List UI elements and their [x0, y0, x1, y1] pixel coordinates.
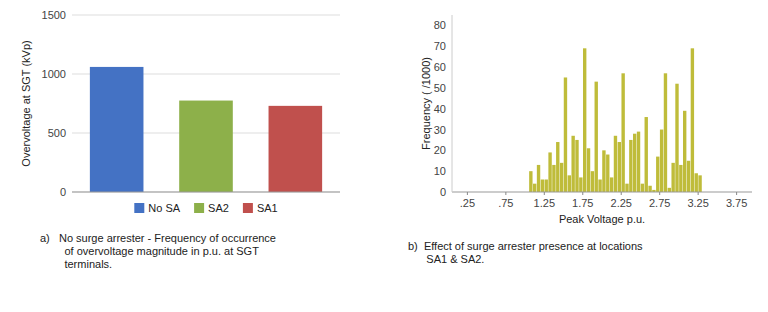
- histogram-bar: [587, 148, 590, 192]
- caption: a) No surge arrester - Frequency of occu…: [40, 232, 276, 270]
- marks: [529, 48, 702, 192]
- y-tick-label: 60: [434, 61, 446, 73]
- x-tick-label: 1.25: [534, 197, 555, 209]
- histogram-bar: [664, 73, 667, 192]
- histogram-bar: [529, 171, 532, 192]
- histogram-bar: [671, 163, 674, 192]
- histogram-bar: [691, 48, 694, 192]
- x-tick: [736, 192, 737, 195]
- x-tick: [621, 192, 622, 195]
- histogram-bar: [579, 177, 582, 192]
- histogram-bar: [564, 77, 567, 192]
- histogram-bar: [552, 165, 555, 192]
- x-tick: [659, 192, 660, 195]
- legend-label: No SA: [148, 202, 180, 214]
- histogram-bar: [606, 155, 609, 192]
- y-tick-label: 10: [434, 165, 446, 177]
- chart-canvas: 050010001500Overvoltage at SGT (kVp)No S…: [0, 0, 768, 312]
- histogram-bar: [595, 82, 598, 192]
- histogram-bar: [683, 111, 686, 192]
- y-tick-label: 20: [434, 144, 446, 156]
- histogram-bar: [621, 73, 624, 192]
- x-tick: [582, 192, 583, 195]
- legend-label: SA2: [208, 202, 229, 214]
- x-tick-label: 2.25: [611, 197, 632, 209]
- histogram-bar: [598, 180, 601, 192]
- chart-bar: 0 500 1000 1500 Overvoltage at SGT (kVp) No S…: [20, 9, 340, 270]
- x-tick-label: .25: [460, 197, 475, 209]
- x-axis-label: Peak Voltage p.u.: [559, 213, 645, 225]
- y-axis-label: Frequency ( /1000): [420, 57, 432, 150]
- histogram-bar: [618, 142, 621, 192]
- y-tick-label: 80: [434, 19, 446, 31]
- y-tick-label: 1000: [42, 68, 66, 80]
- histogram-bar: [591, 171, 594, 192]
- legend: No SA SA2 SA1: [134, 202, 277, 214]
- histogram-bar: [656, 157, 659, 192]
- x-tick-label: 3.25: [687, 197, 708, 209]
- x-tick-label: 3.75: [726, 197, 747, 209]
- legend-label: SA1: [257, 202, 278, 214]
- y-tick-label: 50: [434, 82, 446, 94]
- histogram-bar: [610, 177, 613, 192]
- x-tick-label: 2.75: [649, 197, 670, 209]
- histogram-bar: [695, 173, 698, 192]
- histogram-bar: [645, 117, 648, 192]
- histogram-bar: [556, 142, 559, 192]
- histogram-bar: [560, 163, 563, 192]
- histogram-bar: [614, 136, 617, 192]
- bar: [269, 106, 323, 192]
- y-axis-line: [452, 15, 453, 192]
- histogram-bar: [679, 165, 682, 192]
- chart-histogram: 0 10 20 30 40 50 60 70 80 Frequency ( /1000) .25 .7…: [408, 15, 752, 265]
- x-tick-label: .75: [498, 197, 513, 209]
- y-tick-label: 0: [440, 186, 446, 198]
- y-tick-label: 500: [48, 127, 66, 139]
- histogram-bar: [583, 48, 586, 192]
- x-tick: [505, 192, 506, 195]
- histogram-bar: [548, 152, 551, 192]
- y-tick-label: 1500: [42, 9, 66, 21]
- x-tick-label: 1.75: [572, 197, 593, 209]
- x-tick: [544, 192, 545, 195]
- histogram-bar: [660, 130, 663, 192]
- histogram-bar: [575, 140, 578, 192]
- histogram-bar: [687, 161, 690, 192]
- histogram-bar: [541, 180, 544, 192]
- histogram-bar: [668, 188, 671, 192]
- legend-swatch: [134, 203, 144, 213]
- bar: [179, 101, 233, 192]
- histogram-bar: [537, 165, 540, 192]
- marks: [90, 67, 322, 192]
- histogram-bar: [698, 175, 701, 192]
- y-tick-label: 40: [434, 103, 446, 115]
- y-tick-label: 30: [434, 124, 446, 136]
- y-axis-label: Overvoltage at SGT (kVp): [20, 40, 32, 166]
- grid-line: [72, 192, 340, 193]
- histogram-bar: [625, 184, 628, 192]
- legend-swatch: [194, 203, 204, 213]
- background: [0, 0, 768, 312]
- histogram-bar: [571, 136, 574, 192]
- histogram-bar: [648, 186, 651, 192]
- histogram-bar: [602, 150, 605, 192]
- y-tick-label: 70: [434, 40, 446, 52]
- histogram-bar: [675, 84, 678, 192]
- grid-line: [72, 15, 340, 16]
- x-axis-line: [72, 192, 340, 193]
- histogram-bar: [641, 184, 644, 192]
- histogram-bar: [629, 140, 632, 192]
- histogram-bar: [533, 184, 536, 192]
- histogram-bar: [633, 134, 636, 192]
- x-tick: [467, 192, 468, 195]
- histogram-bar: [545, 180, 548, 192]
- histogram-bar: [637, 132, 640, 192]
- histogram-bar: [568, 175, 571, 192]
- x-tick: [698, 192, 699, 195]
- caption: b) Effect of surge arrester presence at …: [408, 240, 643, 265]
- x-axis-line: [452, 192, 752, 193]
- legend-swatch: [243, 203, 253, 213]
- bar: [90, 67, 144, 192]
- y-tick-label: 0: [60, 186, 66, 198]
